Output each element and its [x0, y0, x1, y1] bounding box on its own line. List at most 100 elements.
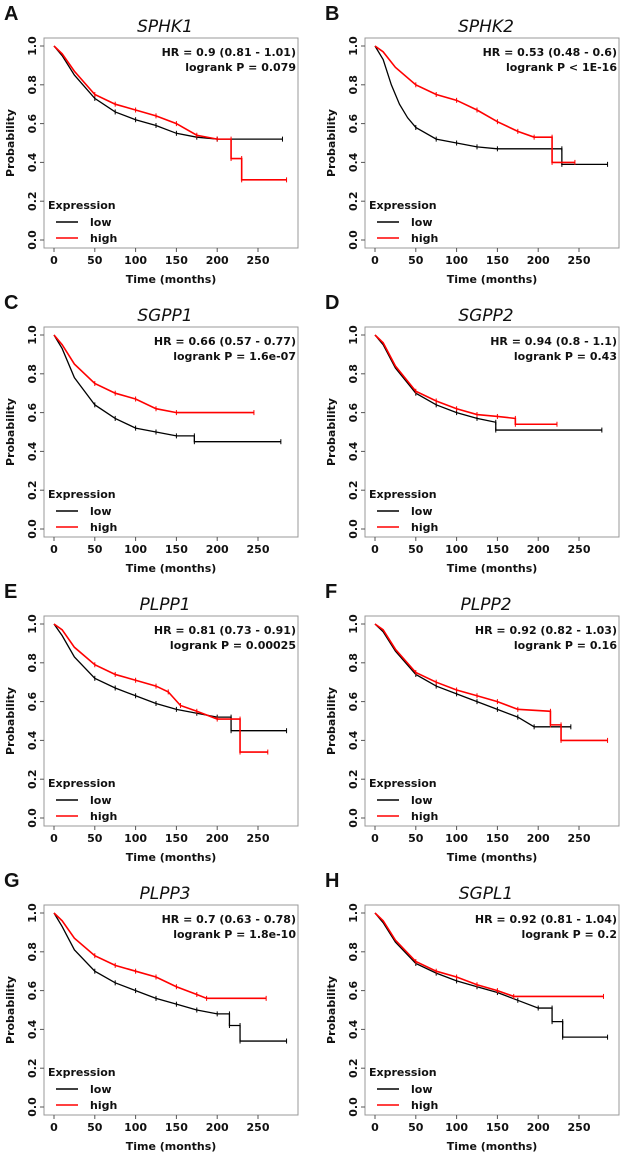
y-tick-label: 0.2	[347, 191, 360, 211]
y-axis-label: Probability	[4, 687, 17, 755]
panel-letter: F	[325, 581, 337, 603]
legend-label-low: low	[411, 1083, 433, 1096]
y-tick-label: 0.8	[26, 364, 39, 384]
y-axis-label: Probability	[4, 109, 17, 177]
y-tick-label: 0.6	[347, 114, 360, 134]
y-tick-label: 0.4	[26, 441, 39, 461]
x-tick-label: 100	[124, 543, 147, 556]
x-tick-label: 250	[247, 543, 270, 556]
x-tick-label: 250	[568, 543, 591, 556]
survival-curve-high	[53, 623, 268, 753]
y-tick-label: 0.0	[347, 230, 360, 250]
y-tick-label: 0.8	[347, 75, 360, 95]
km-panel-f: F PLPP2 0.0 0.2 0.4 0.6 0.8 1.0 0 50 100 150 200 250 P…	[321, 578, 629, 867]
x-axis-label: Time (months)	[126, 273, 217, 286]
x-tick-label: 150	[165, 254, 188, 267]
y-tick-label: 0.2	[26, 480, 39, 500]
chart-title: SPHK1	[137, 17, 193, 37]
y-tick-label: 0.2	[26, 1058, 39, 1078]
legend-label-high: high	[90, 1099, 117, 1112]
panel-letter: C	[4, 292, 18, 314]
legend-label-high: high	[411, 1099, 438, 1112]
x-tick-label: 100	[445, 254, 468, 267]
km-plot: E PLPP1 0.0 0.2 0.4 0.6 0.8 1.0 0 50 100 150 200 250 P…	[4, 581, 299, 864]
x-tick-label: 100	[124, 832, 147, 845]
y-tick-label: 0.8	[26, 653, 39, 673]
legend-label-high: high	[90, 232, 117, 245]
x-tick-label: 50	[408, 254, 424, 267]
y-tick-label: 0.2	[26, 191, 39, 211]
y-axis-label: Probability	[325, 687, 338, 755]
panel-letter: G	[4, 870, 20, 892]
km-plot: B SPHK2 0.0 0.2 0.4 0.6 0.8 1.0 0 50 100 150 200 250 P…	[325, 3, 620, 286]
hazard-ratio-text: HR = 0.53 (0.48 - 0.6)	[483, 46, 617, 59]
x-tick-label: 50	[87, 254, 103, 267]
chart-title: SGPP1	[137, 306, 192, 326]
y-tick-label: 0.4	[347, 730, 360, 750]
x-tick-label: 200	[206, 254, 229, 267]
hazard-ratio-text: HR = 0.9 (0.81 - 1.01)	[162, 46, 296, 59]
y-tick-label: 0.4	[347, 152, 360, 172]
y-tick-label: 0.8	[347, 942, 360, 962]
plot-frame	[364, 904, 620, 1116]
y-tick-label: 0.0	[26, 519, 39, 539]
chart-title: SGPP2	[458, 306, 513, 326]
y-tick-label: 0.4	[26, 152, 39, 172]
x-tick-label: 150	[486, 832, 509, 845]
y-tick-label: 1.0	[347, 614, 360, 634]
km-panel-e: E PLPP1 0.0 0.2 0.4 0.6 0.8 1.0 0 50 100 150 200 250 P…	[0, 578, 308, 867]
km-panel-g: G PLPP3 0.0 0.2 0.4 0.6 0.8 1.0 0 50 100 150 200 250 P…	[0, 867, 308, 1156]
km-plot: G PLPP3 0.0 0.2 0.4 0.6 0.8 1.0 0 50 100 150 200 250 P…	[4, 870, 299, 1153]
x-axis-label: Time (months)	[126, 1140, 217, 1153]
y-tick-label: 0.8	[26, 75, 39, 95]
y-tick-label: 1.0	[26, 325, 39, 345]
y-axis-label: Probability	[4, 398, 17, 466]
km-plot: C SGPP1 0.0 0.2 0.4 0.6 0.8 1.0 0 50 100 150 200 250 P…	[4, 292, 299, 575]
x-tick-label: 0	[50, 543, 58, 556]
logrank-p-text: logrank P = 0.00025	[170, 639, 296, 652]
plot-frame	[364, 37, 620, 249]
km-panel-b: B SPHK2 0.0 0.2 0.4 0.6 0.8 1.0 0 50 100 150 200 250 P…	[321, 0, 629, 289]
x-tick-label: 100	[445, 832, 468, 845]
x-tick-label: 200	[206, 543, 229, 556]
y-tick-label: 0.0	[347, 1097, 360, 1117]
panel-letter: B	[325, 3, 339, 25]
legend-label-high: high	[411, 521, 438, 534]
km-plot: F PLPP2 0.0 0.2 0.4 0.6 0.8 1.0 0 50 100 150 200 250 P…	[325, 581, 620, 864]
x-tick-label: 250	[568, 254, 591, 267]
x-tick-label: 250	[247, 254, 270, 267]
x-tick-label: 100	[445, 1121, 468, 1134]
legend-label-low: low	[411, 216, 433, 229]
x-axis-label: Time (months)	[447, 562, 538, 575]
x-tick-label: 0	[371, 1121, 379, 1134]
x-axis-label: Time (months)	[447, 851, 538, 864]
x-tick-label: 150	[165, 543, 188, 556]
legend-title: Expression	[369, 199, 437, 212]
x-tick-label: 0	[50, 1121, 58, 1134]
y-tick-label: 0.6	[26, 981, 39, 1001]
x-tick-label: 150	[165, 832, 188, 845]
y-axis-label: Probability	[4, 976, 17, 1044]
x-tick-label: 250	[568, 832, 591, 845]
logrank-p-text: logrank P = 0.079	[185, 61, 296, 74]
plot-frame	[43, 615, 299, 827]
survival-curve-low	[374, 334, 602, 431]
logrank-p-text: logrank P < 1E-16	[506, 61, 617, 74]
x-tick-label: 50	[408, 832, 424, 845]
x-tick-label: 200	[527, 254, 550, 267]
legend-title: Expression	[369, 777, 437, 790]
km-panel-c: C SGPP1 0.0 0.2 0.4 0.6 0.8 1.0 0 50 100 150 200 250 P…	[0, 289, 308, 578]
panel-letter: A	[4, 3, 18, 25]
legend-label-high: high	[411, 810, 438, 823]
hazard-ratio-text: HR = 0.92 (0.82 - 1.03)	[475, 624, 617, 637]
hazard-ratio-text: HR = 0.94 (0.8 - 1.1)	[490, 335, 617, 348]
y-tick-label: 0.0	[26, 808, 39, 828]
y-tick-label: 0.8	[26, 942, 39, 962]
y-tick-label: 0.6	[347, 981, 360, 1001]
y-tick-label: 0.8	[347, 364, 360, 384]
legend-label-low: low	[90, 1083, 112, 1096]
x-tick-label: 150	[165, 1121, 188, 1134]
y-tick-label: 0.0	[347, 808, 360, 828]
chart-title: PLPP1	[139, 595, 190, 615]
x-tick-label: 250	[247, 832, 270, 845]
